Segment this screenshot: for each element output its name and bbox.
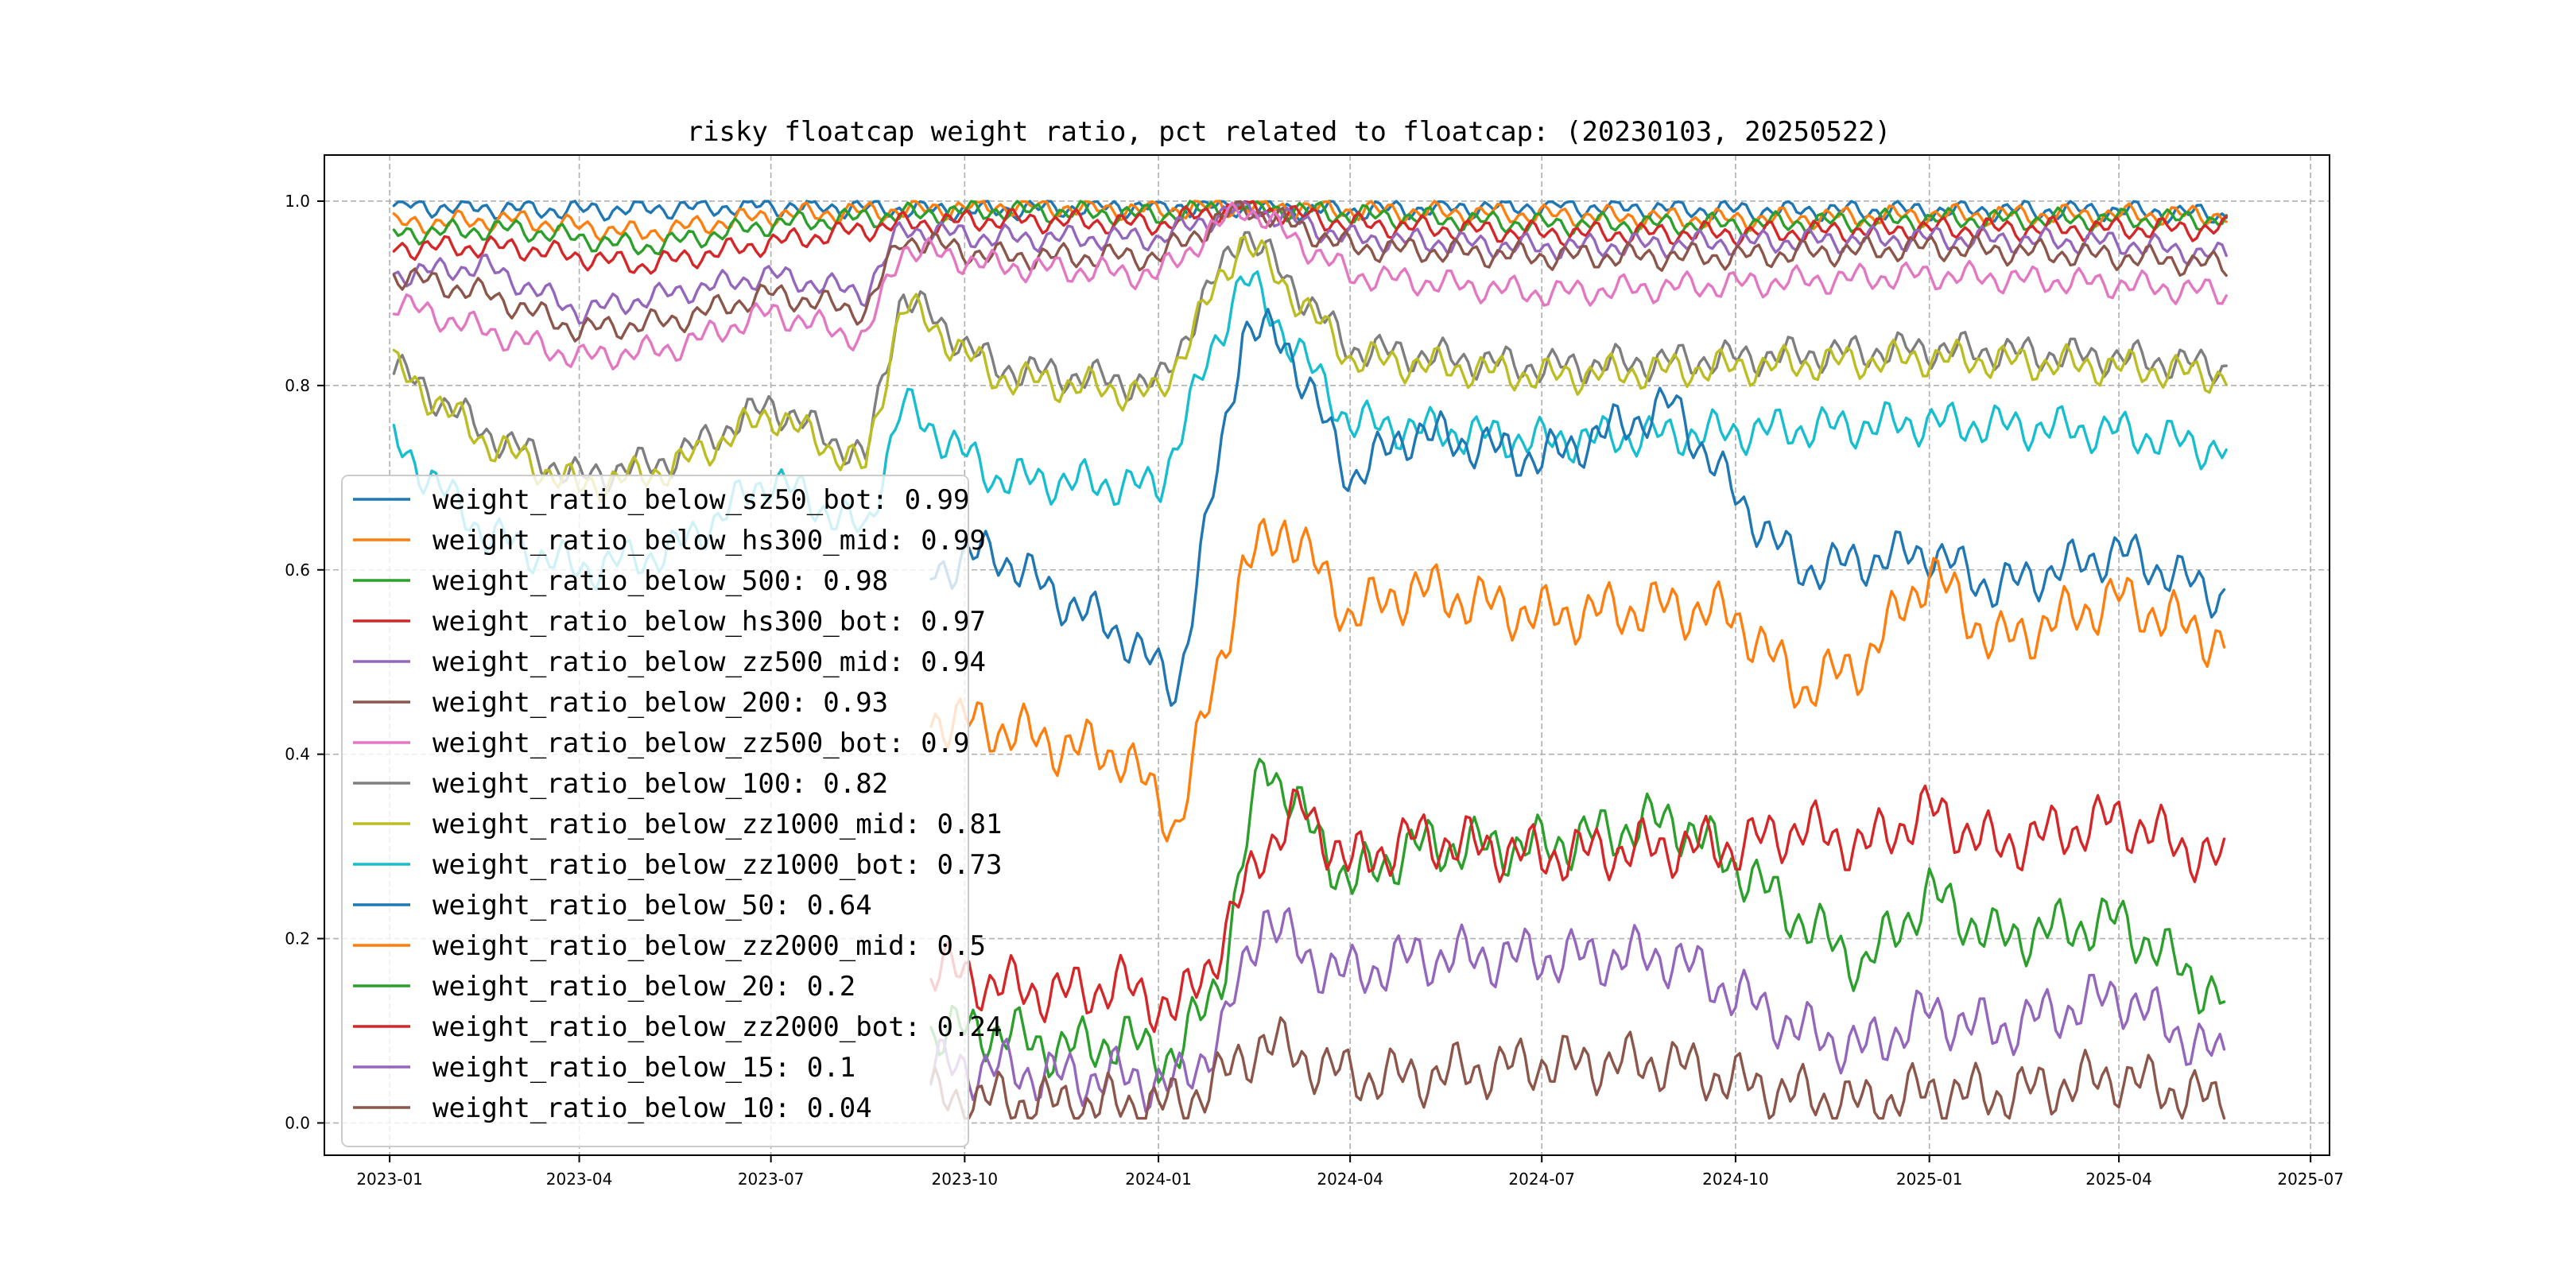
y-tick-label: 0.6 — [285, 561, 310, 580]
axes: 2023-01 2023-04 2023-07 2023-10 2024-01 2024-… — [285, 192, 2344, 1189]
legend-entry-weight_ratio_below_hs300_bot: weight_ratio_below_hs300_bot: 0.97 — [433, 606, 986, 638]
x-tick-label: 2023-04 — [546, 1170, 613, 1189]
legend-entry-weight_ratio_below_15: weight_ratio_below_15: 0.1 — [433, 1052, 855, 1084]
series-line-weight_ratio_below_zz2000_bot — [929, 784, 2226, 1034]
series-line-weight_ratio_below_zz500_bot — [392, 201, 2228, 370]
y-tick-label: 0.0 — [285, 1113, 310, 1132]
series-line-weight_ratio_below_20 — [929, 758, 2226, 1084]
legend-entry-weight_ratio_below_50: weight_ratio_below_50: 0.64 — [433, 890, 872, 921]
plot-frame — [324, 154, 2330, 1156]
series-line-weight_ratio_below_zz2000_mid — [929, 518, 2226, 843]
legend-entry-weight_ratio_below_zz500_mid: weight_ratio_below_zz500_mid: 0.94 — [433, 646, 986, 678]
series-line-weight_ratio_below_hs300_bot — [392, 200, 2228, 275]
chart-title: risky floatcap weight ratio, pct related… — [687, 116, 1891, 148]
legend-entry-weight_ratio_below_hs300_mid: weight_ratio_below_hs300_mid: 0.99 — [433, 525, 986, 557]
legend-entry-weight_ratio_below_100: weight_ratio_below_100: 0.82 — [433, 768, 888, 800]
legend-entry-weight_ratio_below_10: weight_ratio_below_10: 0.04 — [433, 1092, 872, 1124]
x-tick-label: 2024-10 — [1702, 1170, 1769, 1189]
legend-entry-weight_ratio_below_20: weight_ratio_below_20: 0.2 — [433, 971, 855, 1003]
legend-entry-weight_ratio_below_200: weight_ratio_below_200: 0.93 — [433, 687, 888, 719]
x-tick-label: 2025-07 — [2277, 1170, 2344, 1189]
series-line-weight_ratio_below_500 — [392, 200, 2228, 256]
legend-entry-weight_ratio_below_zz1000_bot: weight_ratio_below_zz1000_bot: 0.73 — [433, 849, 1002, 881]
series-line-weight_ratio_below_50 — [929, 308, 2226, 707]
x-tick-label: 2023-01 — [356, 1170, 423, 1189]
legend-entry-weight_ratio_below_zz1000_mid: weight_ratio_below_zz1000_mid: 0.81 — [433, 809, 1002, 840]
series-line-weight_ratio_below_100 — [392, 231, 2228, 493]
legend-entry-weight_ratio_below_zz2000_bot: weight_ratio_below_zz2000_bot: 0.24 — [433, 1011, 1002, 1043]
x-tick-label: 2025-04 — [2085, 1170, 2152, 1189]
series-lines — [392, 200, 2228, 1120]
series-line-weight_ratio_below_zz1000_mid — [392, 235, 2228, 503]
y-tick-label: 1.0 — [285, 192, 310, 211]
y-tick-label: 0.2 — [285, 929, 310, 949]
x-tick-label: 2024-01 — [1125, 1170, 1192, 1189]
legend-entry-weight_ratio_below_sz50_bot: weight_ratio_below_sz50_bot: 0.99 — [433, 484, 970, 516]
series-line-weight_ratio_below_10 — [929, 1016, 2226, 1120]
x-tick-label: 2024-07 — [1508, 1170, 1575, 1189]
series-line-weight_ratio_below_200 — [392, 200, 2228, 343]
series-line-weight_ratio_below_zz500_mid — [392, 200, 2228, 325]
x-tick-label: 2023-07 — [738, 1170, 805, 1189]
x-tick-label: 2024-04 — [1317, 1170, 1383, 1189]
y-tick-label: 0.4 — [285, 745, 310, 764]
legend-entry-weight_ratio_below_500: weight_ratio_below_500: 0.98 — [433, 565, 888, 597]
y-tick-label: 0.8 — [285, 376, 310, 395]
x-tick-label: 2025-01 — [1896, 1170, 1963, 1189]
x-tick-label: 2023-10 — [932, 1170, 999, 1189]
legend-entry-weight_ratio_below_zz500_bot: weight_ratio_below_zz500_bot: 0.9 — [433, 727, 970, 759]
legend-entry-weight_ratio_below_zz2000_mid: weight_ratio_below_zz2000_mid: 0.5 — [433, 930, 986, 962]
legend-box — [341, 475, 969, 1147]
legend: weight_ratio_below_sz50_bot: 0.99 weight_… — [341, 475, 1002, 1147]
